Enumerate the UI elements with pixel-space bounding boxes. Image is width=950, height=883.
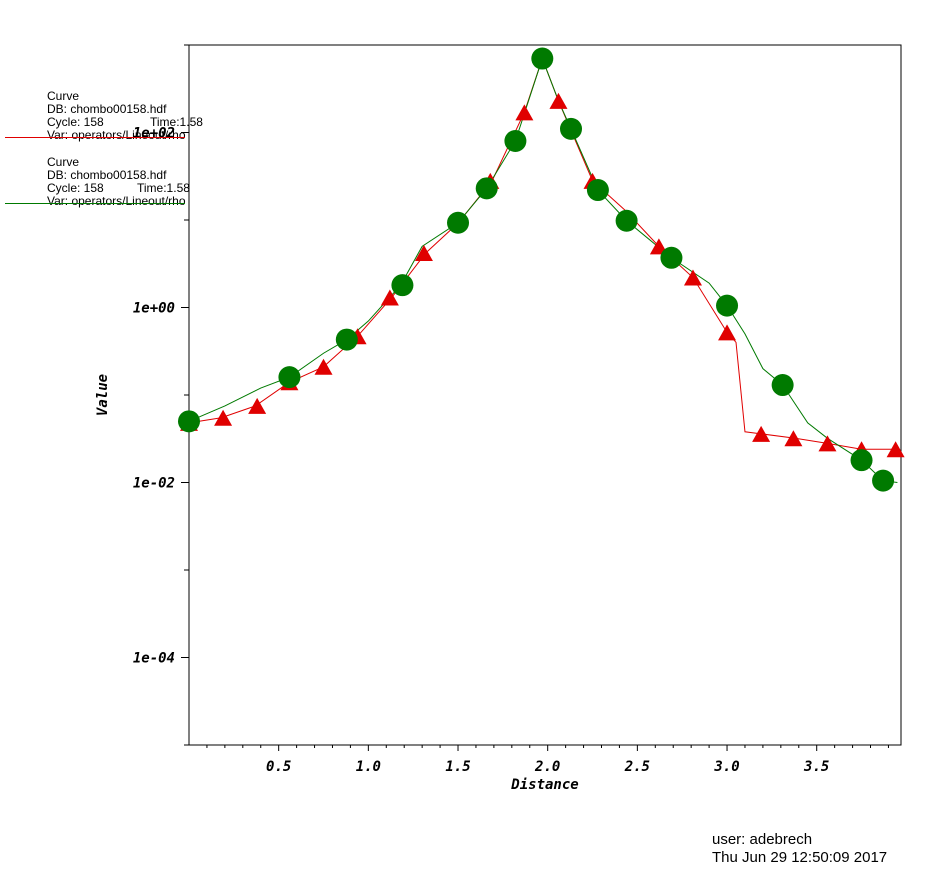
- triangle-marker: [752, 425, 771, 442]
- circle-marker: [391, 274, 414, 297]
- series-layer: [178, 47, 905, 492]
- x-minor-ticks: [206, 745, 889, 748]
- circle-marker: [586, 179, 609, 202]
- y-minor-ticks: [184, 44, 189, 746]
- circle-marker: [872, 469, 895, 492]
- x-axis-label: Distance: [510, 777, 578, 793]
- legend-swatch-red: [5, 137, 185, 138]
- circle-marker: [531, 47, 554, 70]
- triangle-marker: [718, 324, 737, 341]
- x-tick-label: 3.0: [713, 759, 739, 775]
- triangle-marker: [818, 435, 837, 452]
- y-tick-label: 1e+00: [133, 301, 175, 317]
- circle-marker: [178, 410, 200, 433]
- circle-marker: [850, 449, 873, 472]
- circle-marker: [335, 328, 358, 351]
- circle-marker: [560, 117, 583, 140]
- triangle-marker: [886, 441, 905, 458]
- plot-frame: [188, 44, 902, 746]
- user-name: user: adebrech: [712, 831, 813, 848]
- x-tick-label: 2.0: [534, 759, 560, 775]
- triangle-marker: [248, 397, 267, 414]
- x-tick-label: 0.5: [266, 759, 291, 775]
- triangle-marker: [214, 409, 233, 426]
- legend-cycle: Cycle: 158: [47, 115, 104, 129]
- y-tick-label: 1e-02: [133, 476, 175, 492]
- circle-marker: [475, 177, 498, 200]
- x-tick-label: 3.5: [803, 759, 829, 775]
- x-tick-label: 1.5: [445, 759, 470, 775]
- triangle-marker: [549, 92, 568, 109]
- legend-db: DB: chombo00158.hdf: [47, 102, 167, 116]
- triangle-marker: [314, 358, 333, 375]
- legend-db: DB: chombo00158.hdf: [47, 168, 167, 182]
- circle-marker: [660, 246, 683, 269]
- legend-title: Curve: [47, 89, 80, 103]
- circle-marker: [447, 211, 470, 234]
- legend-var: Var: operators/Lineout/rho: [47, 128, 186, 142]
- circle-marker: [615, 209, 638, 232]
- circle-marker: [716, 294, 739, 317]
- triangle-marker: [784, 430, 803, 447]
- y-tick-label: 1e-04: [133, 651, 175, 667]
- triangle-marker: [414, 244, 433, 261]
- triangle-marker: [380, 289, 399, 306]
- y-axis-label: Value: [95, 374, 111, 416]
- x-tick-label: 2.5: [624, 759, 650, 775]
- legend-time: Time:1.58: [137, 181, 190, 195]
- legend-swatch-green: [5, 203, 185, 204]
- legend-cycle: Cycle: 158: [47, 181, 104, 195]
- x-major-ticks: 0.5 1.0 1.5 2.0 2.5 3.0 3.5: [266, 745, 829, 775]
- circle-marker: [771, 374, 794, 397]
- legend-title: Curve: [47, 155, 80, 169]
- timestamp: Thu Jun 29 12:50:09 2017: [712, 849, 888, 866]
- legend-time: Time:1.58: [150, 115, 203, 129]
- circle-marker: [278, 366, 301, 389]
- x-tick-label: 1.0: [356, 759, 381, 775]
- triangle-marker: [683, 269, 702, 286]
- series-line-1: [188, 57, 898, 483]
- circle-marker: [504, 129, 527, 152]
- triangle-marker: [515, 104, 534, 121]
- legend-var: Var: operators/Lineout/rho: [47, 194, 186, 208]
